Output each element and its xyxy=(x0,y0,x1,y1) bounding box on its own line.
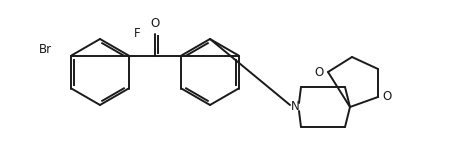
Text: O: O xyxy=(150,16,160,29)
Text: O: O xyxy=(382,91,391,104)
Text: Br: Br xyxy=(39,43,52,56)
Text: N: N xyxy=(290,100,299,113)
Text: O: O xyxy=(315,65,324,79)
Text: F: F xyxy=(134,27,140,40)
